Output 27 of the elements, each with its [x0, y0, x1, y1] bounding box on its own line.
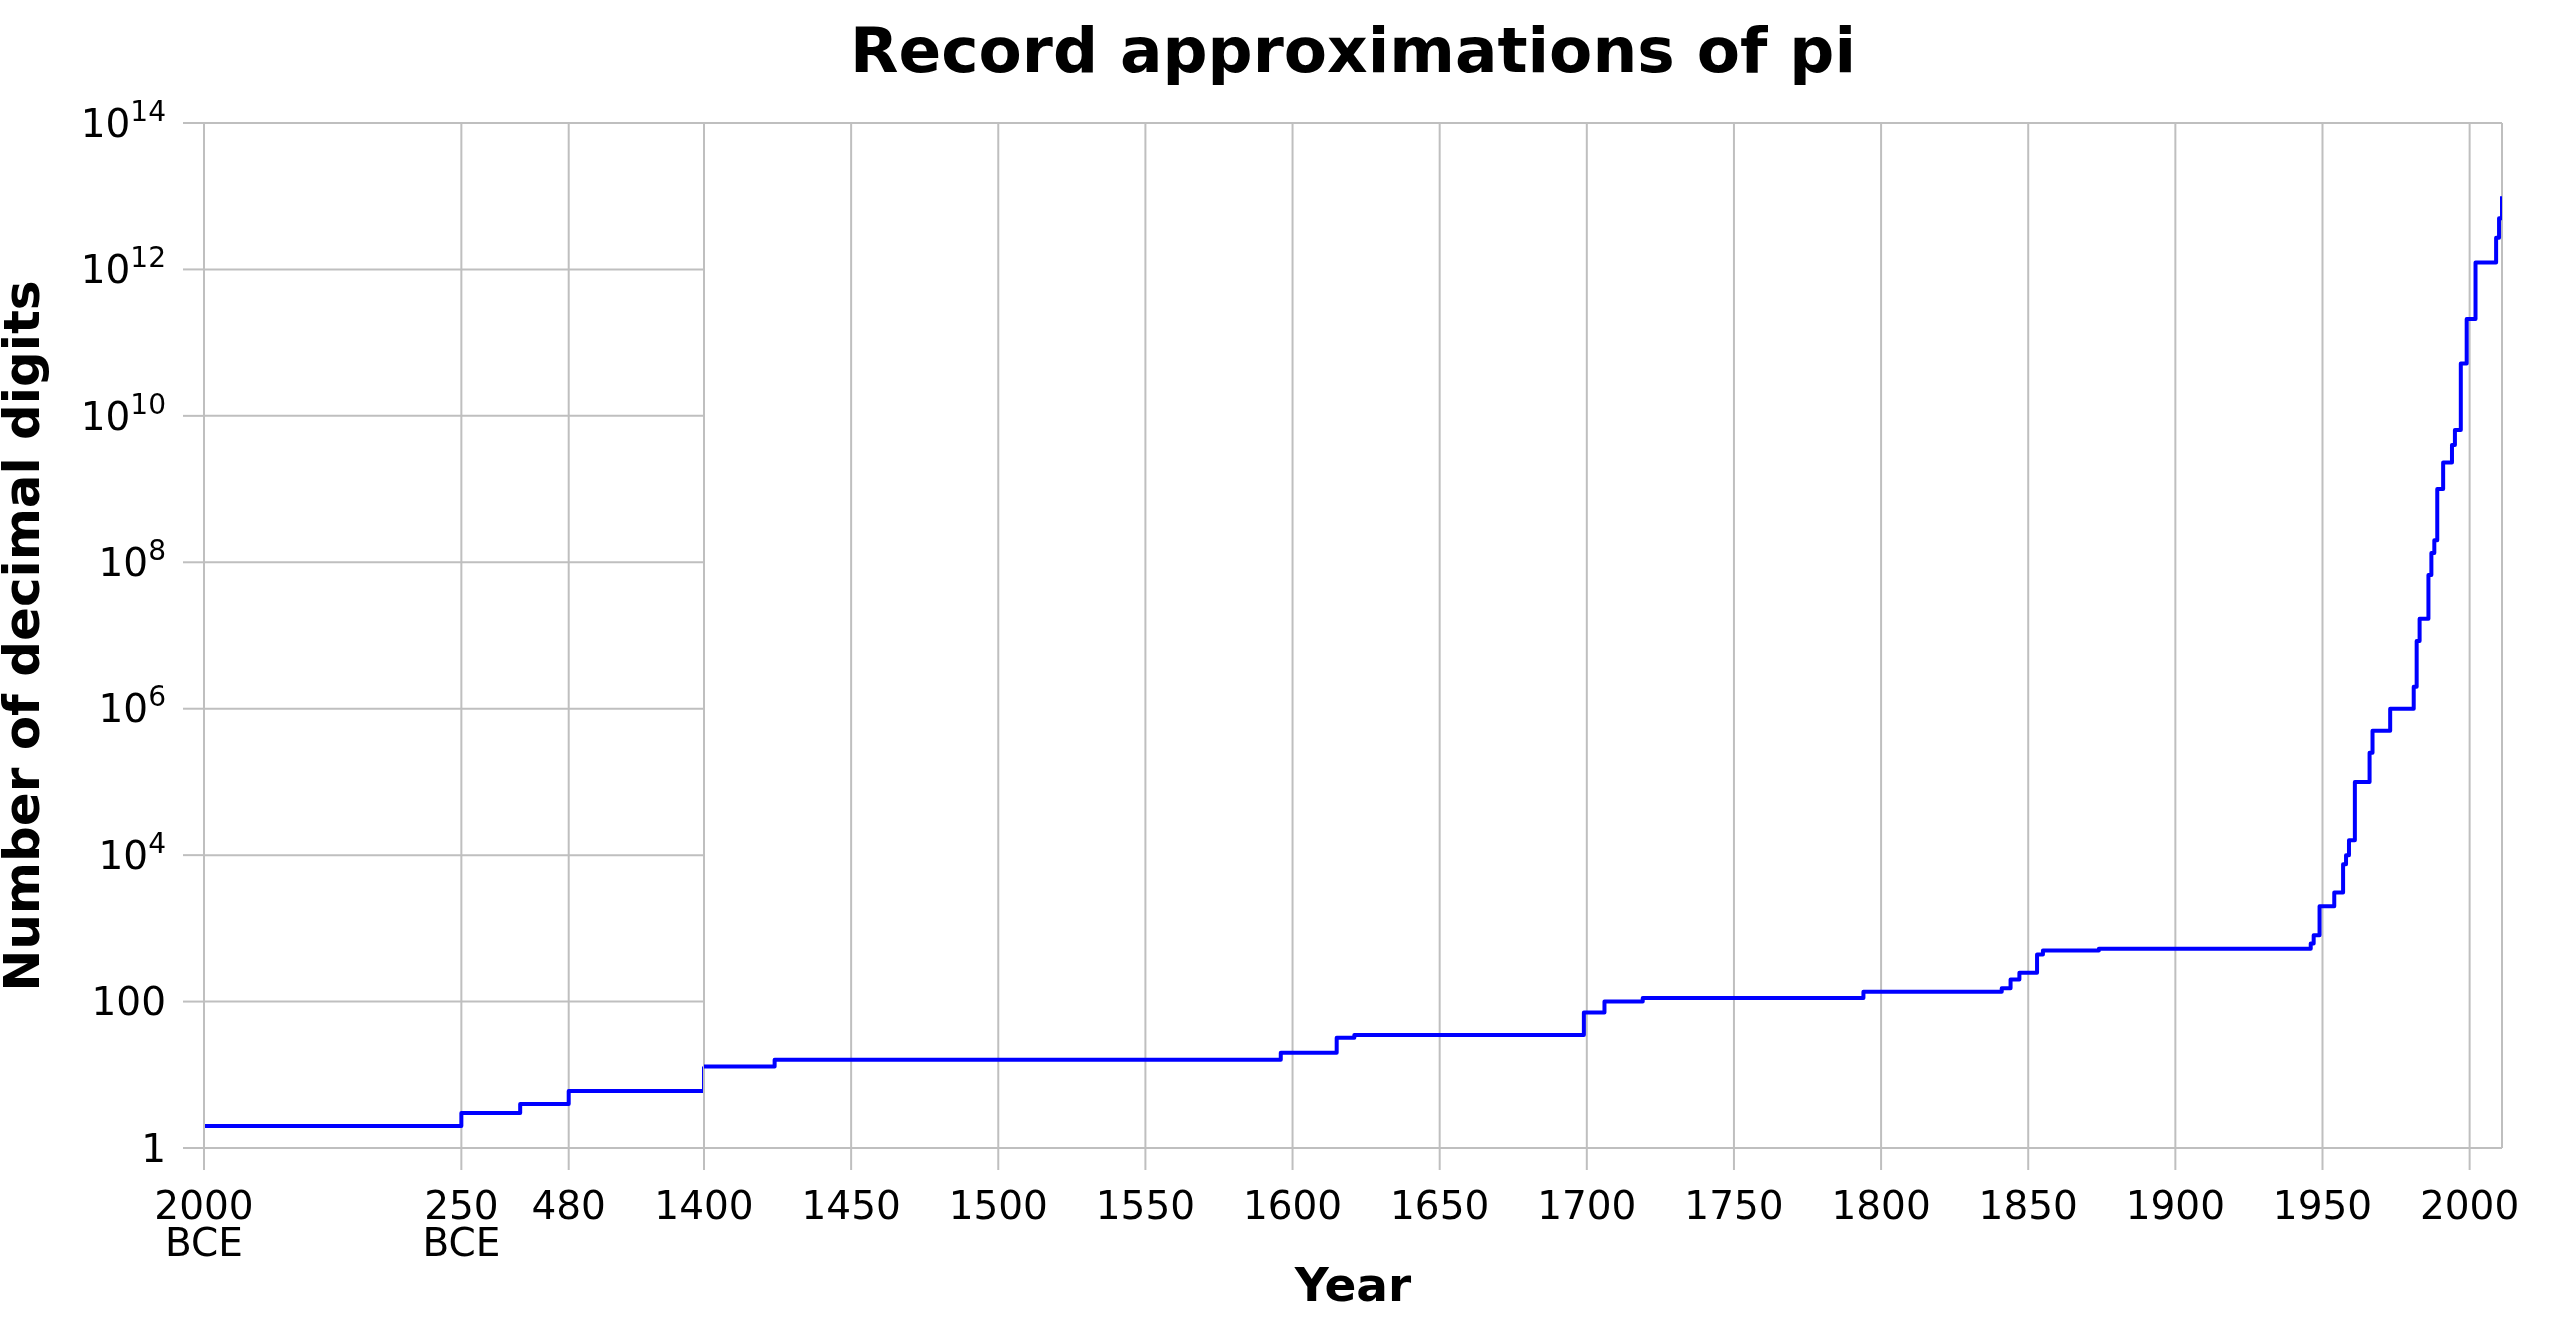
y-tick-label: 10$^{4}$ [98, 826, 166, 878]
y-axis-title: Number of decimal digits [0, 279, 52, 992]
x-tick-label: 1900 [2125, 1183, 2225, 1229]
x-tick-label: 1500 [948, 1183, 1048, 1229]
y-tick-label: 10$^{10}$ [80, 387, 166, 439]
y-tick-label: 10$^{8}$ [98, 533, 166, 585]
x-tick-label: 1550 [1095, 1183, 1196, 1229]
x-tick-label: 1450 [801, 1183, 901, 1229]
y-tick-label: 100 [91, 979, 166, 1025]
x-axis-title: Year [1294, 1256, 1412, 1313]
y-tick-label: 10$^{6}$ [98, 679, 166, 732]
x-tick-label: 1800 [1831, 1183, 1931, 1229]
x-tick-label: 1400 [654, 1183, 754, 1229]
x-tick-label: 1950 [2272, 1183, 2373, 1229]
x-tick-label: 1600 [1242, 1183, 1343, 1229]
x-tick-label: 2000 BCE [154, 1183, 254, 1266]
x-tick-label: 1850 [1978, 1183, 2078, 1229]
chart-title: Record approximations of pi [849, 13, 1857, 88]
y-tick-label: 10$^{14}$ [80, 94, 166, 146]
x-tick-label: 2000 [2420, 1183, 2520, 1229]
x-tick-label: 480 [531, 1183, 606, 1229]
y-tick-label: 1 [141, 1125, 166, 1171]
x-tick-label: 250 BCE [422, 1183, 501, 1266]
y-tick-label: 10$^{12}$ [80, 240, 166, 293]
x-tick-label: 1700 [1537, 1183, 1637, 1229]
x-tick-label: 1650 [1390, 1183, 1490, 1229]
x-tick-label: 1750 [1684, 1183, 1784, 1229]
